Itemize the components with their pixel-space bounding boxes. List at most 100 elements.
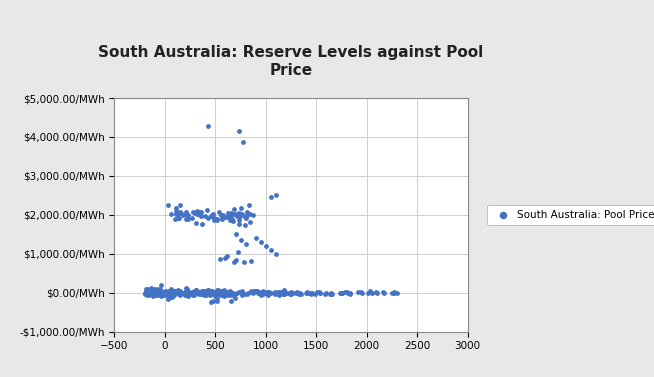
South Australia: Pool Price: (-187, 105): Pool Price: (-187, 105) bbox=[141, 286, 151, 292]
South Australia: Pool Price: (209, 1.89e+03): Pool Price: (209, 1.89e+03) bbox=[181, 216, 191, 222]
South Australia: Pool Price: (1.91e+03, 20.1): Pool Price: (1.91e+03, 20.1) bbox=[353, 289, 363, 295]
South Australia: Pool Price: (-50.7, 6.54): Pool Price: (-50.7, 6.54) bbox=[154, 290, 165, 296]
South Australia: Pool Price: (342, -40.9): Pool Price: (342, -40.9) bbox=[194, 291, 205, 297]
South Australia: Pool Price: (-6.36, -29.6): Pool Price: (-6.36, -29.6) bbox=[159, 291, 169, 297]
South Australia: Pool Price: (178, -5.74): Pool Price: (178, -5.74) bbox=[178, 290, 188, 296]
South Australia: Pool Price: (207, -24.2): Pool Price: (207, -24.2) bbox=[181, 291, 191, 297]
South Australia: Pool Price: (1.65e+03, -33.2): Pool Price: (1.65e+03, -33.2) bbox=[326, 291, 337, 297]
South Australia: Pool Price: (950, 1.3e+03): Pool Price: (950, 1.3e+03) bbox=[256, 239, 266, 245]
South Australia: Pool Price: (855, 35.4): Pool Price: (855, 35.4) bbox=[246, 288, 256, 294]
South Australia: Pool Price: (878, 48.9): Pool Price: (878, 48.9) bbox=[249, 288, 259, 294]
South Australia: Pool Price: (125, 1.92e+03): Pool Price: (125, 1.92e+03) bbox=[172, 215, 182, 221]
South Australia: Pool Price: (789, 1.73e+03): Pool Price: (789, 1.73e+03) bbox=[239, 222, 250, 228]
South Australia: Pool Price: (1.41e+03, 30.5): Pool Price: (1.41e+03, 30.5) bbox=[302, 289, 313, 295]
South Australia: Pool Price: (430, 4.28e+03): Pool Price: (430, 4.28e+03) bbox=[203, 123, 213, 129]
South Australia: Pool Price: (17.1, 32.6): Pool Price: (17.1, 32.6) bbox=[162, 288, 172, 294]
South Australia: Pool Price: (-112, 23.1): Pool Price: (-112, 23.1) bbox=[148, 289, 159, 295]
South Australia: Pool Price: (338, 27.4): Pool Price: (338, 27.4) bbox=[194, 289, 204, 295]
South Australia: Pool Price: (211, 136): Pool Price: (211, 136) bbox=[181, 285, 192, 291]
South Australia: Pool Price: (-63.6, 24.1): Pool Price: (-63.6, 24.1) bbox=[153, 289, 164, 295]
South Australia: Pool Price: (307, 65.3): Pool Price: (307, 65.3) bbox=[190, 287, 201, 293]
South Australia: Pool Price: (488, 1.92e+03): Pool Price: (488, 1.92e+03) bbox=[209, 215, 220, 221]
South Australia: Pool Price: (142, -30): Pool Price: (142, -30) bbox=[174, 291, 184, 297]
South Australia: Pool Price: (517, -220): Pool Price: (517, -220) bbox=[212, 298, 222, 304]
South Australia: Pool Price: (244, -28.2): Pool Price: (244, -28.2) bbox=[184, 291, 195, 297]
South Australia: Pool Price: (1e+03, 1.2e+03): Pool Price: (1e+03, 1.2e+03) bbox=[260, 243, 271, 249]
South Australia: Pool Price: (288, 40.6): Pool Price: (288, 40.6) bbox=[189, 288, 199, 294]
South Australia: Pool Price: (1.12e+03, 15.4): Pool Price: (1.12e+03, 15.4) bbox=[273, 289, 283, 295]
South Australia: Pool Price: (115, 2.03e+03): Pool Price: (115, 2.03e+03) bbox=[171, 211, 182, 217]
South Australia: Pool Price: (-9.89, -10.9): Pool Price: (-9.89, -10.9) bbox=[159, 290, 169, 296]
South Australia: Pool Price: (-53.3, 94.8): Pool Price: (-53.3, 94.8) bbox=[154, 286, 165, 292]
South Australia: Pool Price: (-107, 10.8): Pool Price: (-107, 10.8) bbox=[149, 290, 160, 296]
South Australia: Pool Price: (1.78e+03, 15.1): Pool Price: (1.78e+03, 15.1) bbox=[339, 289, 350, 295]
South Australia: Pool Price: (514, 72.1): Pool Price: (514, 72.1) bbox=[211, 287, 222, 293]
South Australia: Pool Price: (428, 72.7): Pool Price: (428, 72.7) bbox=[203, 287, 213, 293]
South Australia: Pool Price: (210, -50.3): Pool Price: (210, -50.3) bbox=[181, 292, 191, 298]
South Australia: Pool Price: (686, 2.14e+03): Pool Price: (686, 2.14e+03) bbox=[229, 207, 239, 213]
South Australia: Pool Price: (644, 35.4): Pool Price: (644, 35.4) bbox=[225, 288, 235, 294]
South Australia: Pool Price: (810, 1.99e+03): Pool Price: (810, 1.99e+03) bbox=[241, 213, 252, 219]
South Australia: Pool Price: (224, 1.99e+03): Pool Price: (224, 1.99e+03) bbox=[182, 212, 193, 218]
South Australia: Pool Price: (43.4, -12.3): Pool Price: (43.4, -12.3) bbox=[164, 290, 175, 296]
South Australia: Pool Price: (1.4e+03, 1.55): Pool Price: (1.4e+03, 1.55) bbox=[301, 290, 312, 296]
South Australia: Pool Price: (6.35, -41.3): Pool Price: (6.35, -41.3) bbox=[160, 291, 171, 297]
South Australia: Pool Price: (-109, -33.9): Pool Price: (-109, -33.9) bbox=[148, 291, 159, 297]
South Australia: Pool Price: (249, -16.7): Pool Price: (249, -16.7) bbox=[185, 290, 196, 296]
South Australia: Pool Price: (381, -35.9): Pool Price: (381, -35.9) bbox=[198, 291, 209, 297]
South Australia: Pool Price: (1.53e+03, -17.2): Pool Price: (1.53e+03, -17.2) bbox=[315, 290, 325, 296]
South Australia: Pool Price: (229, 1.05): Pool Price: (229, 1.05) bbox=[182, 290, 193, 296]
South Australia: Pool Price: (789, 1.94e+03): Pool Price: (789, 1.94e+03) bbox=[239, 214, 250, 220]
South Australia: Pool Price: (671, -18): Pool Price: (671, -18) bbox=[228, 291, 238, 297]
South Australia: Pool Price: (780, 780): Pool Price: (780, 780) bbox=[238, 259, 249, 265]
South Australia: Pool Price: (700, 1.5e+03): Pool Price: (700, 1.5e+03) bbox=[230, 231, 241, 238]
South Australia: Pool Price: (-154, -59.6): Pool Price: (-154, -59.6) bbox=[144, 292, 154, 298]
South Australia: Pool Price: (371, 43.3): Pool Price: (371, 43.3) bbox=[197, 288, 207, 294]
South Australia: Pool Price: (480, 2.02e+03): Pool Price: (480, 2.02e+03) bbox=[208, 211, 218, 217]
South Australia: Pool Price: (718, 1.99e+03): Pool Price: (718, 1.99e+03) bbox=[232, 213, 243, 219]
South Australia: Pool Price: (216, -57.1): Pool Price: (216, -57.1) bbox=[181, 292, 192, 298]
South Australia: Pool Price: (316, 57.9): Pool Price: (316, 57.9) bbox=[192, 288, 202, 294]
South Australia: Pool Price: (670, 2.02e+03): Pool Price: (670, 2.02e+03) bbox=[227, 211, 237, 217]
South Australia: Pool Price: (152, 42.8): Pool Price: (152, 42.8) bbox=[175, 288, 186, 294]
South Australia: Pool Price: (90.9, -10.4): Pool Price: (90.9, -10.4) bbox=[169, 290, 179, 296]
South Australia: Pool Price: (59.8, 2.03e+03): Pool Price: (59.8, 2.03e+03) bbox=[165, 211, 176, 217]
South Australia: Pool Price: (420, 52.7): Pool Price: (420, 52.7) bbox=[202, 288, 213, 294]
South Australia: Pool Price: (2.01e+03, -11.5): Pool Price: (2.01e+03, -11.5) bbox=[363, 290, 373, 296]
South Australia: Pool Price: (471, 1.99e+03): Pool Price: (471, 1.99e+03) bbox=[207, 212, 218, 218]
South Australia: Pool Price: (1.09e+03, 20.1): Pool Price: (1.09e+03, 20.1) bbox=[269, 289, 280, 295]
South Australia: Pool Price: (85.4, 37.9): Pool Price: (85.4, 37.9) bbox=[168, 288, 179, 294]
South Australia: Pool Price: (715, 1.98e+03): Pool Price: (715, 1.98e+03) bbox=[232, 213, 242, 219]
South Australia: Pool Price: (647, -1.67): Pool Price: (647, -1.67) bbox=[225, 290, 235, 296]
South Australia: Pool Price: (600, 900): Pool Price: (600, 900) bbox=[220, 255, 231, 261]
South Australia: Pool Price: (1.95e+03, -13): Pool Price: (1.95e+03, -13) bbox=[357, 290, 368, 296]
South Australia: Pool Price: (1.17e+03, -1.88): Pool Price: (1.17e+03, -1.88) bbox=[278, 290, 288, 296]
South Australia: Pool Price: (446, 58.2): Pool Price: (446, 58.2) bbox=[205, 288, 215, 294]
South Australia: Pool Price: (493, 32.8): Pool Price: (493, 32.8) bbox=[209, 288, 220, 294]
South Australia: Pool Price: (1.14e+03, 20.6): Pool Price: (1.14e+03, 20.6) bbox=[275, 289, 285, 295]
South Australia: Pool Price: (613, 1.95e+03): Pool Price: (613, 1.95e+03) bbox=[222, 214, 232, 220]
South Australia: Pool Price: (58.6, 29.4): Pool Price: (58.6, 29.4) bbox=[165, 289, 176, 295]
South Australia: Pool Price: (404, 38.7): Pool Price: (404, 38.7) bbox=[201, 288, 211, 294]
South Australia: Pool Price: (-102, 10.7): Pool Price: (-102, 10.7) bbox=[149, 290, 160, 296]
South Australia: Pool Price: (328, -16.1): Pool Price: (328, -16.1) bbox=[193, 290, 203, 296]
South Australia: Pool Price: (2.03e+03, 38.2): Pool Price: (2.03e+03, 38.2) bbox=[364, 288, 375, 294]
South Australia: Pool Price: (1.02e+03, 29.1): Pool Price: (1.02e+03, 29.1) bbox=[262, 289, 273, 295]
South Australia: Pool Price: (-40.3, -13.2): Pool Price: (-40.3, -13.2) bbox=[156, 290, 166, 296]
South Australia: Pool Price: (227, 1.99e+03): Pool Price: (227, 1.99e+03) bbox=[182, 212, 193, 218]
South Australia: Pool Price: (1.18e+03, 11.5): Pool Price: (1.18e+03, 11.5) bbox=[279, 289, 290, 295]
South Australia: Pool Price: (163, 2.04e+03): Pool Price: (163, 2.04e+03) bbox=[176, 210, 186, 216]
South Australia: Pool Price: (950, 18.7): Pool Price: (950, 18.7) bbox=[256, 289, 266, 295]
South Australia: Pool Price: (309, 51.6): Pool Price: (309, 51.6) bbox=[191, 288, 201, 294]
South Australia: Pool Price: (990, 1.41): Pool Price: (990, 1.41) bbox=[260, 290, 270, 296]
South Australia: Pool Price: (851, 15.1): Pool Price: (851, 15.1) bbox=[245, 289, 256, 295]
South Australia: Pool Price: (-126, 12.2): Pool Price: (-126, 12.2) bbox=[147, 289, 158, 295]
South Australia: Pool Price: (2.31e+03, -17.3): Pool Price: (2.31e+03, -17.3) bbox=[392, 290, 403, 296]
South Australia: Pool Price: (873, -8.08): Pool Price: (873, -8.08) bbox=[248, 290, 258, 296]
South Australia: Pool Price: (-159, -41.4): Pool Price: (-159, -41.4) bbox=[144, 291, 154, 297]
South Australia: Pool Price: (720, 1.05e+03): Pool Price: (720, 1.05e+03) bbox=[232, 249, 243, 255]
South Australia: Pool Price: (576, -41): Pool Price: (576, -41) bbox=[218, 291, 228, 297]
South Australia: Pool Price: (-54.5, 41.1): Pool Price: (-54.5, 41.1) bbox=[154, 288, 165, 294]
South Australia: Pool Price: (215, 14): Pool Price: (215, 14) bbox=[181, 289, 192, 295]
South Australia: Pool Price: (456, -233): Pool Price: (456, -233) bbox=[205, 299, 216, 305]
